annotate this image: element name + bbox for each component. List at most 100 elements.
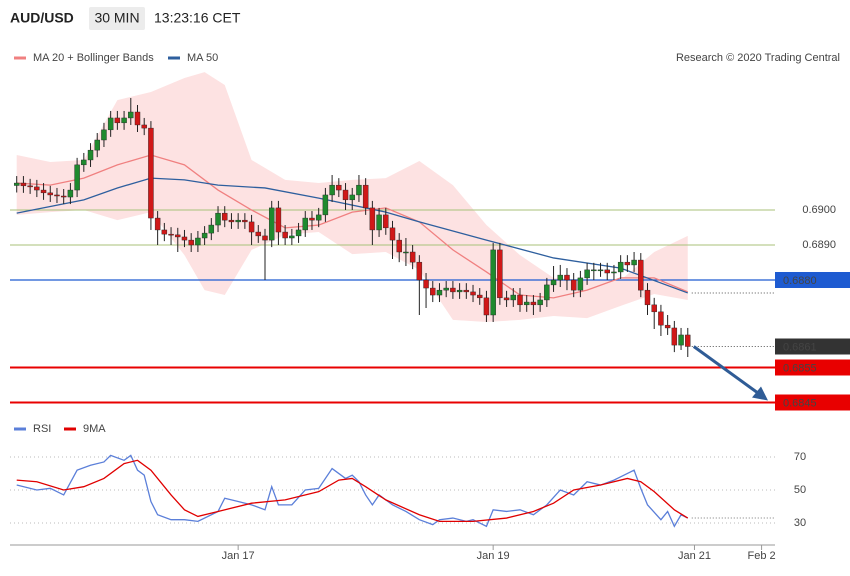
x-tick-label: Jan 19 <box>477 550 510 562</box>
candle-body <box>523 301 530 306</box>
candle-body <box>503 297 510 301</box>
candle-body <box>27 185 33 188</box>
legend: MA 20 + Bollinger Bands MA 50 RSI 9MA <box>14 52 218 435</box>
candle-body <box>369 207 376 231</box>
candle-body <box>658 311 664 326</box>
level-label: 0.6880 <box>783 275 817 287</box>
interval-box <box>89 7 145 30</box>
candle-body <box>510 294 517 301</box>
candle-body <box>664 324 671 329</box>
candle-body <box>638 259 644 291</box>
last-price-box <box>775 338 850 355</box>
candle-body <box>342 189 349 201</box>
candle-body <box>121 117 127 124</box>
candle-body <box>416 261 423 281</box>
rsi-tick-label: 30 <box>794 517 806 529</box>
x-tick-label: Feb 2 <box>748 550 776 562</box>
candle-body <box>470 291 476 296</box>
legend-label: 9MA <box>83 423 106 435</box>
candle-body <box>188 239 194 246</box>
level-label: 0.6845 <box>783 397 817 409</box>
legend-label: MA 20 + Bollinger Bands <box>33 52 154 64</box>
rsi-tick-label: 50 <box>794 484 806 496</box>
candle-body <box>222 212 228 221</box>
rsi-line <box>16 459 689 522</box>
candle-body <box>309 217 315 221</box>
level-box <box>775 394 850 411</box>
candle-body <box>430 287 436 296</box>
candle-body <box>383 214 389 229</box>
candle-body <box>248 221 255 233</box>
candle-body <box>175 234 181 238</box>
y-tick-label: 0.6900 <box>802 204 836 216</box>
candle-body <box>483 297 490 316</box>
candle-body <box>67 189 74 198</box>
level-label: 0.6855 <box>783 362 817 374</box>
forecast-arrow-head <box>752 386 768 401</box>
candle-body <box>195 237 201 246</box>
candle-body <box>409 251 416 263</box>
candle-body <box>20 182 27 187</box>
candle-body <box>74 164 80 191</box>
candle-body <box>282 231 288 239</box>
candle-body <box>13 182 20 186</box>
candle-body <box>40 189 47 194</box>
candle-body <box>570 279 577 291</box>
interval: 30 MIN <box>94 10 139 26</box>
forecast-arrow <box>692 345 761 396</box>
candle-body <box>497 249 503 299</box>
candle-body <box>215 212 221 226</box>
candle-body <box>537 299 543 306</box>
level-box <box>775 272 850 288</box>
candle-body <box>564 274 570 281</box>
candle-body <box>322 194 329 216</box>
candle-body <box>617 261 624 273</box>
last-price-label: 0.6861 <box>783 341 817 353</box>
candle-body <box>255 231 262 237</box>
candle-body <box>302 217 308 231</box>
candle-body <box>315 214 322 221</box>
candle-body <box>101 129 107 141</box>
ma-line <box>16 154 689 299</box>
candle-body <box>376 214 382 231</box>
candle-body <box>443 287 449 291</box>
level-box <box>775 359 850 376</box>
candle-body <box>450 287 456 293</box>
candle-body <box>356 184 362 196</box>
candle-body <box>235 219 241 223</box>
time: 13:23:16 CET <box>154 10 241 26</box>
candle-body <box>584 269 590 279</box>
candle-body <box>436 289 443 296</box>
candle-body <box>678 334 684 346</box>
candle-body <box>141 124 147 129</box>
candle-body <box>161 229 168 235</box>
candle-body <box>295 229 302 237</box>
candle-body <box>208 224 215 234</box>
candle-body <box>34 186 40 191</box>
candle-body <box>262 235 268 241</box>
candle-body <box>396 239 402 253</box>
candle-body <box>275 207 282 233</box>
candle-body <box>201 232 208 239</box>
credit: Research © 2020 Trading Central <box>676 52 840 64</box>
candle-body <box>624 261 631 266</box>
candle-body <box>631 259 637 266</box>
candle-body <box>54 194 60 197</box>
x-tick-label: Jan 17 <box>222 550 255 562</box>
candle-body <box>456 289 463 293</box>
candle-body <box>517 294 523 306</box>
candle-body <box>242 219 248 223</box>
candle-body <box>154 217 161 231</box>
legend-label: RSI <box>33 423 51 435</box>
candle-body <box>423 279 429 289</box>
candle-body <box>604 269 610 274</box>
candle-body <box>94 139 100 151</box>
candle-body <box>550 279 557 286</box>
candle-body <box>557 274 563 281</box>
rsi-tick-label: 70 <box>794 451 806 463</box>
candle-body <box>134 111 141 126</box>
candle-body <box>148 127 154 219</box>
candle-body <box>362 184 369 209</box>
candle-body <box>651 304 657 313</box>
